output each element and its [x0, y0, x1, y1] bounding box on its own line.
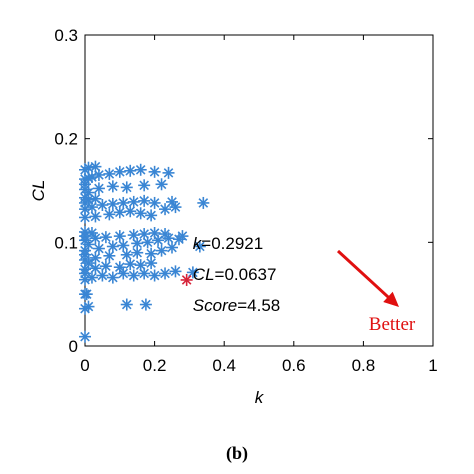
plot-area: 0 0.2 0.4 0.6 0.8 1 0 0.1 0.2 0.3 k CL	[29, 26, 438, 407]
y-tick-label: 0.2	[54, 130, 78, 149]
data-point	[148, 165, 161, 178]
data-point	[106, 180, 119, 193]
figure-caption: (b)	[226, 443, 248, 464]
data-point	[103, 208, 116, 221]
better-arrow-head	[383, 291, 399, 307]
data-point	[106, 197, 119, 210]
data-point	[113, 261, 126, 274]
data-point	[148, 196, 161, 209]
data-point	[169, 265, 182, 278]
data-point	[103, 249, 116, 262]
data-point	[113, 165, 126, 178]
data-point	[197, 196, 210, 209]
data-point	[103, 167, 116, 180]
x-tick-label: 0.8	[352, 356, 376, 375]
data-point	[106, 271, 119, 284]
data-point	[138, 179, 151, 192]
data-point	[186, 266, 199, 279]
data-point	[92, 242, 105, 255]
data-point	[127, 195, 140, 208]
data-point	[124, 258, 137, 271]
data-point	[124, 205, 137, 218]
data-point	[82, 257, 95, 270]
data-points	[79, 160, 210, 343]
data-point	[113, 230, 126, 243]
data-point	[127, 269, 140, 282]
data-point	[106, 240, 119, 253]
data-point	[113, 206, 126, 219]
data-point	[92, 182, 105, 195]
data-point	[120, 248, 133, 261]
data-point	[145, 209, 158, 222]
data-point	[166, 195, 178, 208]
data-point	[155, 244, 168, 257]
data-point	[120, 181, 133, 194]
data-point	[134, 163, 147, 176]
data-point	[134, 259, 147, 272]
y-tick-label: 0.1	[54, 233, 78, 252]
data-point	[138, 228, 151, 241]
data-point	[79, 330, 91, 343]
data-point	[89, 160, 102, 173]
data-point	[89, 251, 102, 264]
y-tick-label: 0	[69, 337, 78, 356]
data-point	[148, 269, 161, 282]
x-tick-label: 1	[428, 356, 437, 375]
data-point	[193, 240, 206, 253]
highlight-label: CL=0.0637	[193, 265, 277, 284]
y-tick-label: 0.3	[54, 26, 78, 45]
x-tick-label: 0.6	[282, 356, 306, 375]
highlight-label: k=0.2921	[193, 234, 263, 253]
data-point	[162, 166, 175, 179]
data-point	[176, 230, 189, 243]
y-axis-label: CL	[29, 180, 48, 202]
highlight-point	[180, 273, 193, 286]
x-axis-label: k	[255, 388, 265, 407]
data-point	[82, 186, 95, 199]
data-point	[155, 178, 168, 191]
data-point	[99, 260, 112, 273]
data-point	[79, 267, 91, 280]
data-point	[166, 241, 178, 254]
data-point	[127, 229, 140, 242]
data-point	[159, 228, 172, 241]
data-point	[85, 271, 98, 284]
x-tick-label: 0.2	[143, 356, 167, 375]
data-point	[120, 298, 133, 311]
x-tick-label: 0.4	[212, 356, 236, 375]
data-point	[82, 300, 95, 313]
data-point	[79, 211, 91, 224]
data-point	[89, 262, 102, 275]
better-arrow-shaft	[336, 249, 395, 303]
data-point	[117, 239, 130, 252]
better-label: Better	[369, 314, 416, 335]
data-point	[99, 231, 112, 244]
data-point	[138, 194, 151, 207]
highlight-label: Score=4.58	[193, 296, 280, 315]
data-point	[82, 238, 95, 251]
data-point	[159, 203, 172, 216]
data-point	[117, 196, 130, 209]
data-point	[134, 207, 147, 220]
data-point	[139, 298, 152, 311]
data-point	[96, 269, 109, 282]
data-point	[89, 210, 102, 223]
data-point	[124, 164, 137, 177]
data-point	[159, 267, 172, 280]
data-point	[145, 247, 158, 260]
x-tick-label: 0	[80, 356, 89, 375]
data-point	[148, 227, 161, 240]
annotations: k=0.2921 CL=0.0637 Score=4.58 Better	[193, 234, 416, 335]
data-point	[80, 288, 93, 301]
